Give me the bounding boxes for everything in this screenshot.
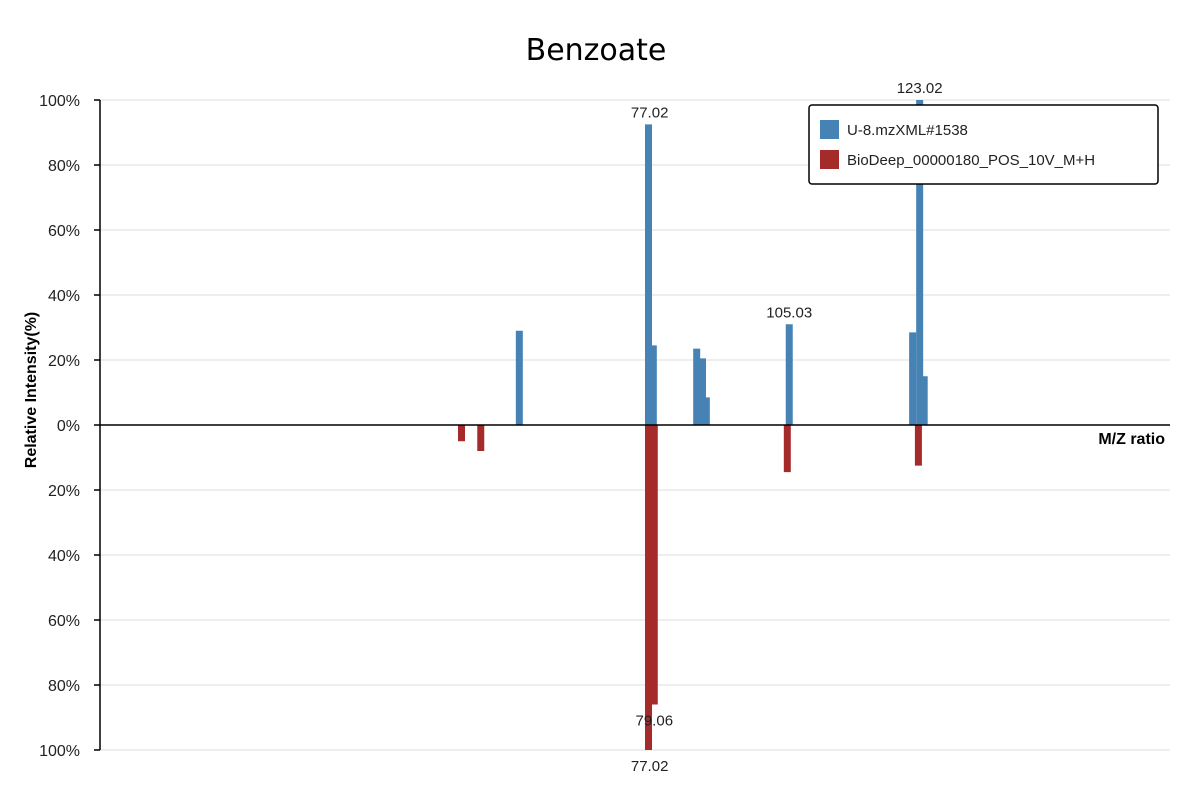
- peak-label: 77.02: [631, 104, 669, 121]
- reference-peak-bar: [783, 425, 791, 473]
- peak-label: 123.02: [897, 80, 943, 97]
- reference-peak-bar: [914, 425, 922, 466]
- y-tick-label: 100%: [39, 743, 80, 760]
- y-axis-title: Relative Intensity(%): [23, 312, 40, 468]
- sample-peak-bar: [649, 345, 657, 425]
- peak-labels: 77.02 105.03 123.02 79.06 77.02: [631, 80, 943, 775]
- sample-peak-bar: [698, 358, 706, 425]
- legend-swatch-reference: [820, 150, 839, 169]
- sample-peak-bar: [644, 124, 652, 425]
- sample-peak-bar: [702, 397, 710, 425]
- peak-label: 105.03: [766, 304, 812, 321]
- chart-title: Benzoate: [526, 33, 667, 68]
- legend-label-sample: U-8.mzXML#1538: [847, 122, 968, 139]
- peak-label: 77.02: [631, 758, 669, 775]
- legend-box: [808, 104, 1159, 185]
- peak-label: 79.06: [636, 713, 674, 730]
- sample-peak-bar: [515, 330, 523, 425]
- reference-peak-bar: [650, 425, 658, 705]
- legend: U-8.mzXML#1538 BioDeep_00000180_POS_10V_…: [808, 104, 1159, 185]
- y-tick-label: 20%: [48, 353, 80, 370]
- y-tick-label: 80%: [48, 158, 80, 175]
- legend-swatch-sample: [820, 120, 839, 139]
- sample-peak-bar: [785, 324, 793, 425]
- y-tick-label: 0%: [57, 418, 80, 435]
- y-tick-label: 60%: [48, 223, 80, 240]
- y-ticks: 100% 80% 60% 40% 20% 0% 20% 40% 60% 80% 100%: [39, 93, 100, 760]
- bars: [457, 100, 928, 750]
- sample-peak-bar: [909, 332, 917, 425]
- sample-peak-bar: [693, 348, 701, 425]
- sample-peak-bar: [916, 100, 924, 425]
- y-tick-label: 100%: [39, 93, 80, 110]
- legend-label-reference: BioDeep_00000180_POS_10V_M+H: [847, 152, 1095, 169]
- reference-peak-bar: [457, 425, 465, 442]
- grid-lines: [100, 99, 1170, 751]
- y-tick-label: 40%: [48, 288, 80, 305]
- y-tick-label: 80%: [48, 678, 80, 695]
- reference-peak-bar: [644, 425, 652, 750]
- y-tick-label: 20%: [48, 483, 80, 500]
- y-tick-label: 60%: [48, 613, 80, 630]
- y-tick-label: 40%: [48, 548, 80, 565]
- reference-peak-bar: [477, 425, 485, 451]
- x-axis-title: M/Z ratio: [1098, 431, 1165, 448]
- sample-peak-bar: [920, 376, 928, 425]
